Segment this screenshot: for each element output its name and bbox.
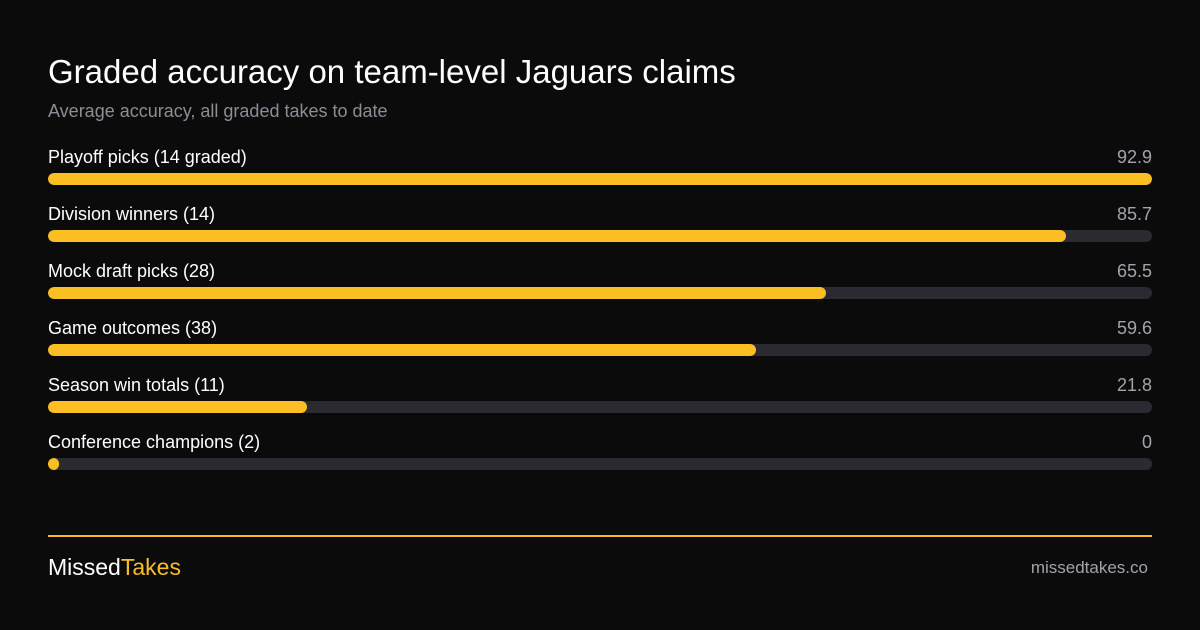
- bar-value-label: 0: [1141, 432, 1152, 452]
- bar-value-label: 92.9: [1116, 147, 1152, 167]
- bar: [48, 401, 307, 413]
- bar-chart: Playoff picks (14 graded) 92.9 Division wi…: [48, 143, 1152, 485]
- bar-value-label: 21.8: [1116, 375, 1152, 395]
- bar-row: Game outcomes (38) 59.6: [48, 314, 1152, 371]
- bar-track: [48, 458, 1152, 470]
- brand-name-part-2: Takes: [120, 554, 181, 580]
- bar-track: [48, 287, 1152, 299]
- bar-label: Playoff picks (14 graded): [48, 147, 247, 167]
- bar-value-label: 65.5: [1116, 261, 1152, 281]
- bar-label: Division winners (14): [48, 204, 216, 224]
- bar-label: Mock draft picks (28): [48, 261, 216, 281]
- chart-subtitle: Average accuracy, all graded takes to da…: [48, 101, 388, 121]
- bar-track: [48, 401, 1152, 413]
- bar: [48, 173, 1152, 185]
- bar-row: Mock draft picks (28) 65.5: [48, 257, 1152, 314]
- bar-row: Conference champions (2) 0: [48, 428, 1152, 485]
- bar-track: [48, 230, 1152, 242]
- bar: [48, 344, 756, 356]
- bar-label: Season win totals (11): [48, 375, 225, 395]
- bar-row: Season win totals (11) 21.8: [48, 371, 1152, 428]
- bar-row: Division winners (14) 85.7: [48, 200, 1152, 257]
- bar: [48, 287, 826, 299]
- footer-divider: [48, 535, 1152, 537]
- bar-value-label: 85.7: [1116, 204, 1152, 224]
- brand-name-part-1: Missed: [48, 554, 121, 580]
- bar-track: [48, 173, 1152, 185]
- bar-value-label: 59.6: [1116, 318, 1152, 338]
- bar-label: Conference champions (2): [48, 432, 261, 452]
- chart-title: Graded accuracy on team-level Jaguars cl…: [48, 53, 736, 90]
- bar: [48, 458, 59, 470]
- bar-row: Playoff picks (14 graded) 92.9: [48, 143, 1152, 200]
- bar-track: [48, 344, 1152, 356]
- bar-label: Game outcomes (38): [48, 318, 218, 338]
- site-url: missedtakes.co: [1030, 558, 1148, 577]
- bar: [48, 230, 1066, 242]
- brand-logo: MissedTakes: [48, 553, 181, 581]
